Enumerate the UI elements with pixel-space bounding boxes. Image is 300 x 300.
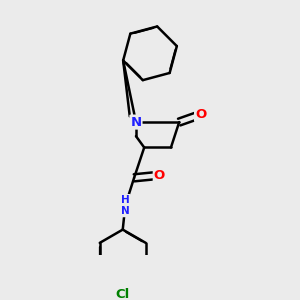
Text: N: N bbox=[130, 116, 142, 129]
Text: O: O bbox=[195, 108, 206, 121]
Text: O: O bbox=[154, 169, 165, 182]
Text: H
N: H N bbox=[121, 195, 130, 216]
Text: Cl: Cl bbox=[116, 287, 130, 300]
